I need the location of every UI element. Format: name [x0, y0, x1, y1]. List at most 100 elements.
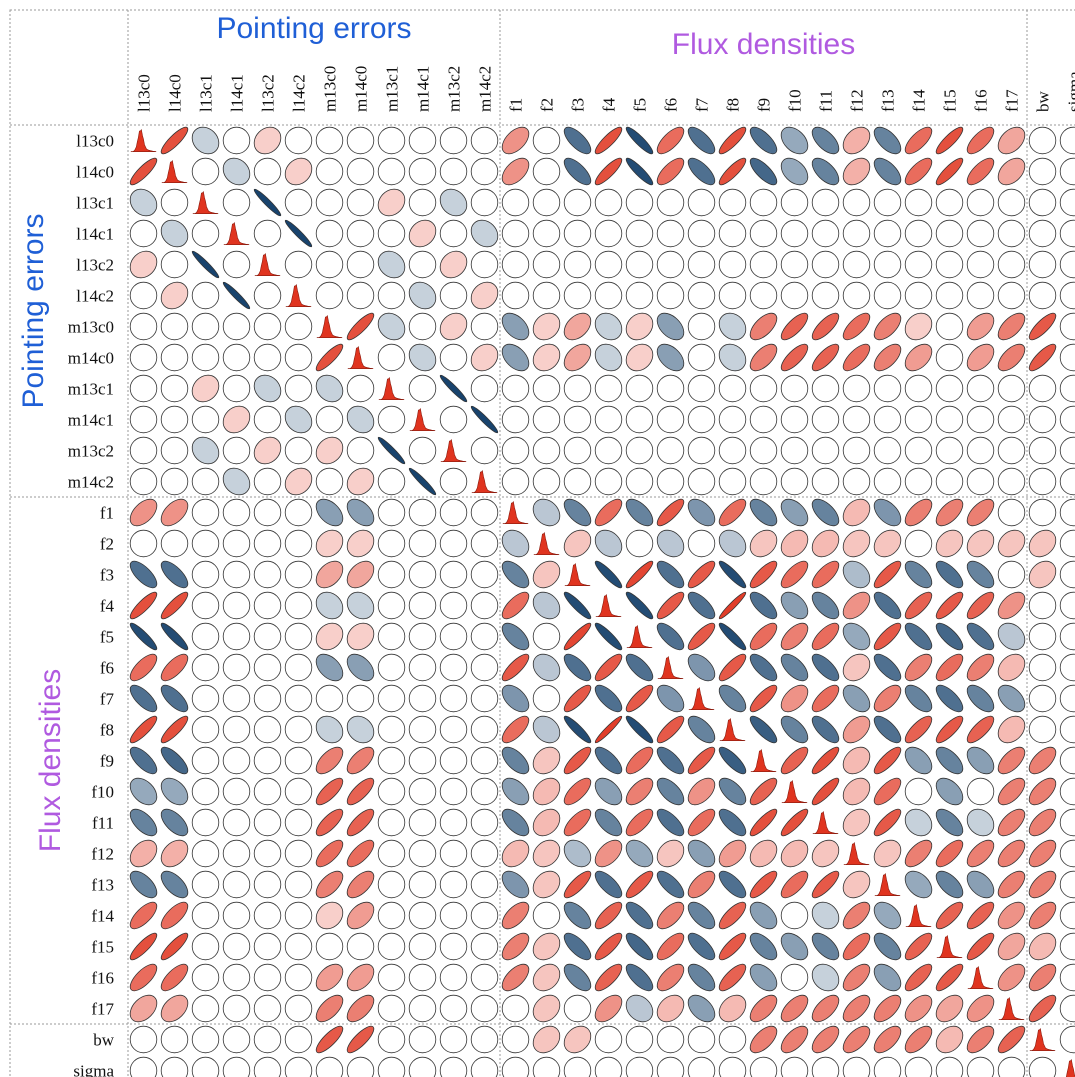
corr-cell-f3-f2 [532, 560, 561, 589]
corr-cell-f16-m13c0 [315, 963, 344, 992]
corr-cell-f5-l14c2 [284, 622, 313, 651]
corr-cell-f6-l14c1 [222, 653, 251, 682]
corr-cell-l14c0-f6 [656, 157, 685, 186]
corr-cell-f5-f15 [935, 622, 964, 651]
corr-cell-f10-f2 [532, 777, 561, 806]
corr-cell-l13c0-f9 [749, 126, 778, 155]
corr-cell-f14-f15 [935, 901, 964, 930]
corr-cell-f4-l14c1 [222, 591, 251, 620]
corr-cell-f17-m14c0 [346, 994, 375, 1023]
group-title-left: Pointing errors [17, 213, 50, 408]
corr-cell-m14c2-l13c1 [191, 467, 220, 496]
corr-cell-f13-f1 [501, 870, 530, 899]
corr-cell-f17-l14c0 [160, 994, 189, 1023]
corr-cell-m14c1-f15 [935, 405, 964, 434]
corr-cell-f14-m14c1 [408, 901, 437, 930]
corr-cell-f1-l14c0 [160, 498, 189, 527]
corr-cell-m14c0-f10 [780, 343, 809, 372]
corr-cell-m13c0-m14c1 [408, 312, 437, 341]
corr-cell-bw-f17 [997, 1025, 1026, 1054]
corr-cell-m14c2-m13c1 [377, 467, 406, 496]
corr-cell-sigma-f13 [873, 1056, 902, 1077]
corr-cell-m14c2-f15 [935, 467, 964, 496]
column-label: bw [1034, 91, 1053, 113]
corr-cell-m13c2-f13 [873, 436, 902, 465]
corr-cell-m13c0-f13 [873, 312, 902, 341]
corr-cell-f14-sigma [1059, 901, 1075, 930]
corr-cell-m14c1-f14 [904, 405, 933, 434]
corr-cell-f3-l14c0 [160, 560, 189, 589]
corr-cell-bw-f4 [594, 1025, 623, 1054]
corr-cell-f12-f10 [780, 839, 809, 868]
corr-cell-f13-m14c1 [408, 870, 437, 899]
corr-cell-f3-l13c2 [253, 560, 282, 589]
corr-cell-m13c1-f7 [687, 374, 716, 403]
corr-cell-l14c1-f15 [935, 219, 964, 248]
corr-cell-f6-f11 [811, 653, 840, 682]
corr-cell-m14c2-f6 [656, 467, 685, 496]
corr-cell-f11-f9 [749, 808, 778, 837]
corr-cell-f16-f11 [811, 963, 840, 992]
corr-cell-f5-m14c2 [470, 622, 499, 651]
corr-cell-m14c2-l14c2 [284, 467, 313, 496]
corr-cell-f17-f16 [966, 994, 995, 1023]
corr-cell-f4-m14c1 [408, 591, 437, 620]
corr-cell-l14c1-m14c2 [470, 219, 499, 248]
corr-cell-m13c1-f8 [718, 374, 747, 403]
corr-cell-l13c0-l14c2 [284, 126, 313, 155]
corr-cell-l13c0-sigma [1059, 126, 1075, 155]
corr-cell-m13c1-m14c2 [470, 374, 499, 403]
corr-cell-f1-m13c2 [439, 498, 468, 527]
corr-cell-f1-l14c2 [284, 498, 313, 527]
corr-cell-f1-m14c2 [470, 498, 499, 527]
corr-cell-f8-f13 [873, 715, 902, 744]
corr-cell-f1-f4 [594, 498, 623, 527]
column-label: f6 [662, 98, 681, 112]
corr-cell-l14c2-f5 [625, 281, 654, 310]
corr-cell-m13c1-sigma [1059, 374, 1075, 403]
corr-cell-m13c0-f2 [532, 312, 561, 341]
corr-cell-f1-m13c0 [315, 498, 344, 527]
corr-cell-l14c2-m13c1 [377, 281, 406, 310]
row-label: m14c0 [68, 349, 114, 368]
row-label: m13c0 [68, 318, 114, 337]
corr-cell-f4-f2 [532, 591, 561, 620]
corr-cell-f13-l13c2 [253, 870, 282, 899]
corr-cell-f12-f13 [873, 839, 902, 868]
column-label: f12 [848, 89, 867, 112]
row-label: sigma [73, 1062, 114, 1077]
corr-cell-f11-m14c1 [408, 808, 437, 837]
corr-cell-bw-l13c2 [253, 1025, 282, 1054]
corr-cell-f6-l13c1 [191, 653, 220, 682]
corr-cell-m13c2-m13c1 [377, 436, 406, 465]
column-label: sigma [1065, 71, 1075, 112]
corr-cell-f2-f8 [718, 529, 747, 558]
corr-cell-bw-m13c0 [315, 1025, 344, 1054]
corr-cell-f3-f6 [656, 560, 685, 589]
corr-cell-f5-l14c1 [222, 622, 251, 651]
corr-cell-f13-f11 [811, 870, 840, 899]
corr-cell-m14c0-f11 [811, 343, 840, 372]
corr-cell-f16-f2 [532, 963, 561, 992]
corr-cell-f12-m14c2 [470, 839, 499, 868]
corr-cell-m14c2-sigma [1059, 467, 1075, 496]
corr-cell-m13c1-l13c1 [191, 374, 220, 403]
corr-cell-f16-f5 [625, 963, 654, 992]
corr-cell-bw-l14c2 [284, 1025, 313, 1054]
corr-cell-sigma-f4 [594, 1056, 623, 1077]
corr-cell-l13c0-f15 [935, 126, 964, 155]
corr-cell-f16-f12 [842, 963, 871, 992]
corr-cell-m14c2-f16 [966, 467, 995, 496]
corr-cell-f3-f7 [687, 560, 716, 589]
corr-cell-m14c1-l13c2 [253, 405, 282, 434]
corr-cell-m14c2-f14 [904, 467, 933, 496]
corr-cell-m13c0-l14c2 [284, 312, 313, 341]
corr-cell-m13c0-f16 [966, 312, 995, 341]
corr-cell-f11-l14c0 [160, 808, 189, 837]
corr-cell-f15-f3 [563, 932, 592, 961]
corr-cell-m13c1-f2 [532, 374, 561, 403]
corr-cell-m14c2-f13 [873, 467, 902, 496]
column-label: l14c2 [290, 74, 309, 112]
corr-cell-f6-m13c1 [377, 653, 406, 682]
corr-cell-l13c1-f4 [594, 188, 623, 217]
